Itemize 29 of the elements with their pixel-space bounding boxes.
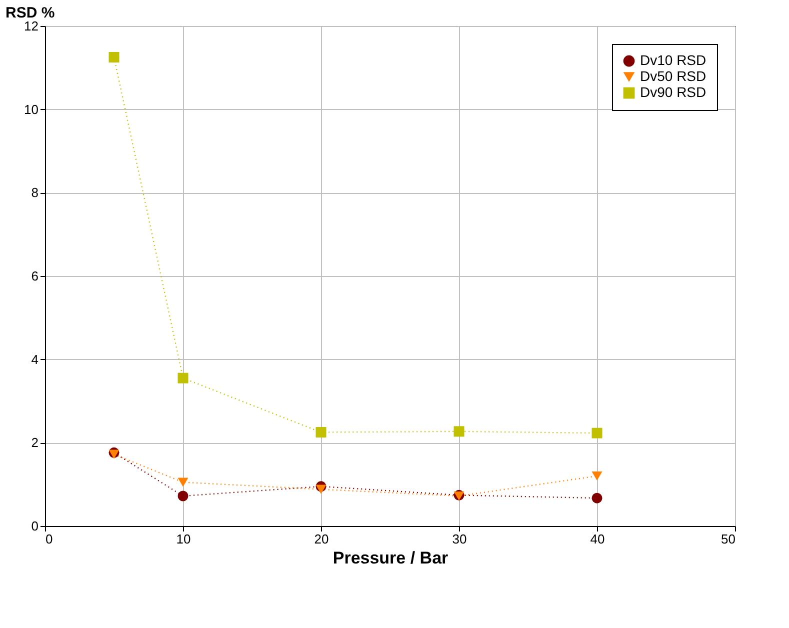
legend-label: Dv10 RSD — [640, 52, 706, 68]
y-tick-label: 10 — [24, 102, 38, 117]
x-tick-label: 30 — [452, 532, 467, 546]
legend-label: Dv50 RSD — [640, 68, 706, 84]
x-axis-title: Pressure / Bar — [332, 548, 449, 568]
point — [178, 490, 188, 502]
point — [178, 372, 188, 384]
y-tick-label: 2 — [31, 435, 38, 450]
point — [592, 492, 602, 504]
point — [178, 478, 188, 487]
y-tick-label: 12 — [24, 18, 38, 34]
point — [592, 471, 602, 481]
x-tick-label: 40 — [590, 532, 605, 546]
point — [316, 484, 326, 494]
point — [592, 428, 602, 438]
point — [316, 427, 326, 438]
x-tick-label: 50 — [721, 532, 736, 546]
point — [454, 426, 464, 437]
y-tick-label: 8 — [31, 185, 38, 200]
legend-label: Dv90 RSD — [640, 84, 706, 100]
y-tick-label: 0 — [31, 518, 38, 534]
x-tick-label: 0 — [46, 532, 53, 546]
x-tick-label: 10 — [176, 532, 191, 546]
y-axis-title: RSD % — [6, 4, 55, 22]
x-tick-label: 20 — [314, 532, 329, 546]
y-tick-label: 4 — [31, 352, 38, 367]
point — [108, 450, 120, 459]
point — [108, 52, 120, 62]
y-tick-label: 6 — [31, 268, 38, 284]
